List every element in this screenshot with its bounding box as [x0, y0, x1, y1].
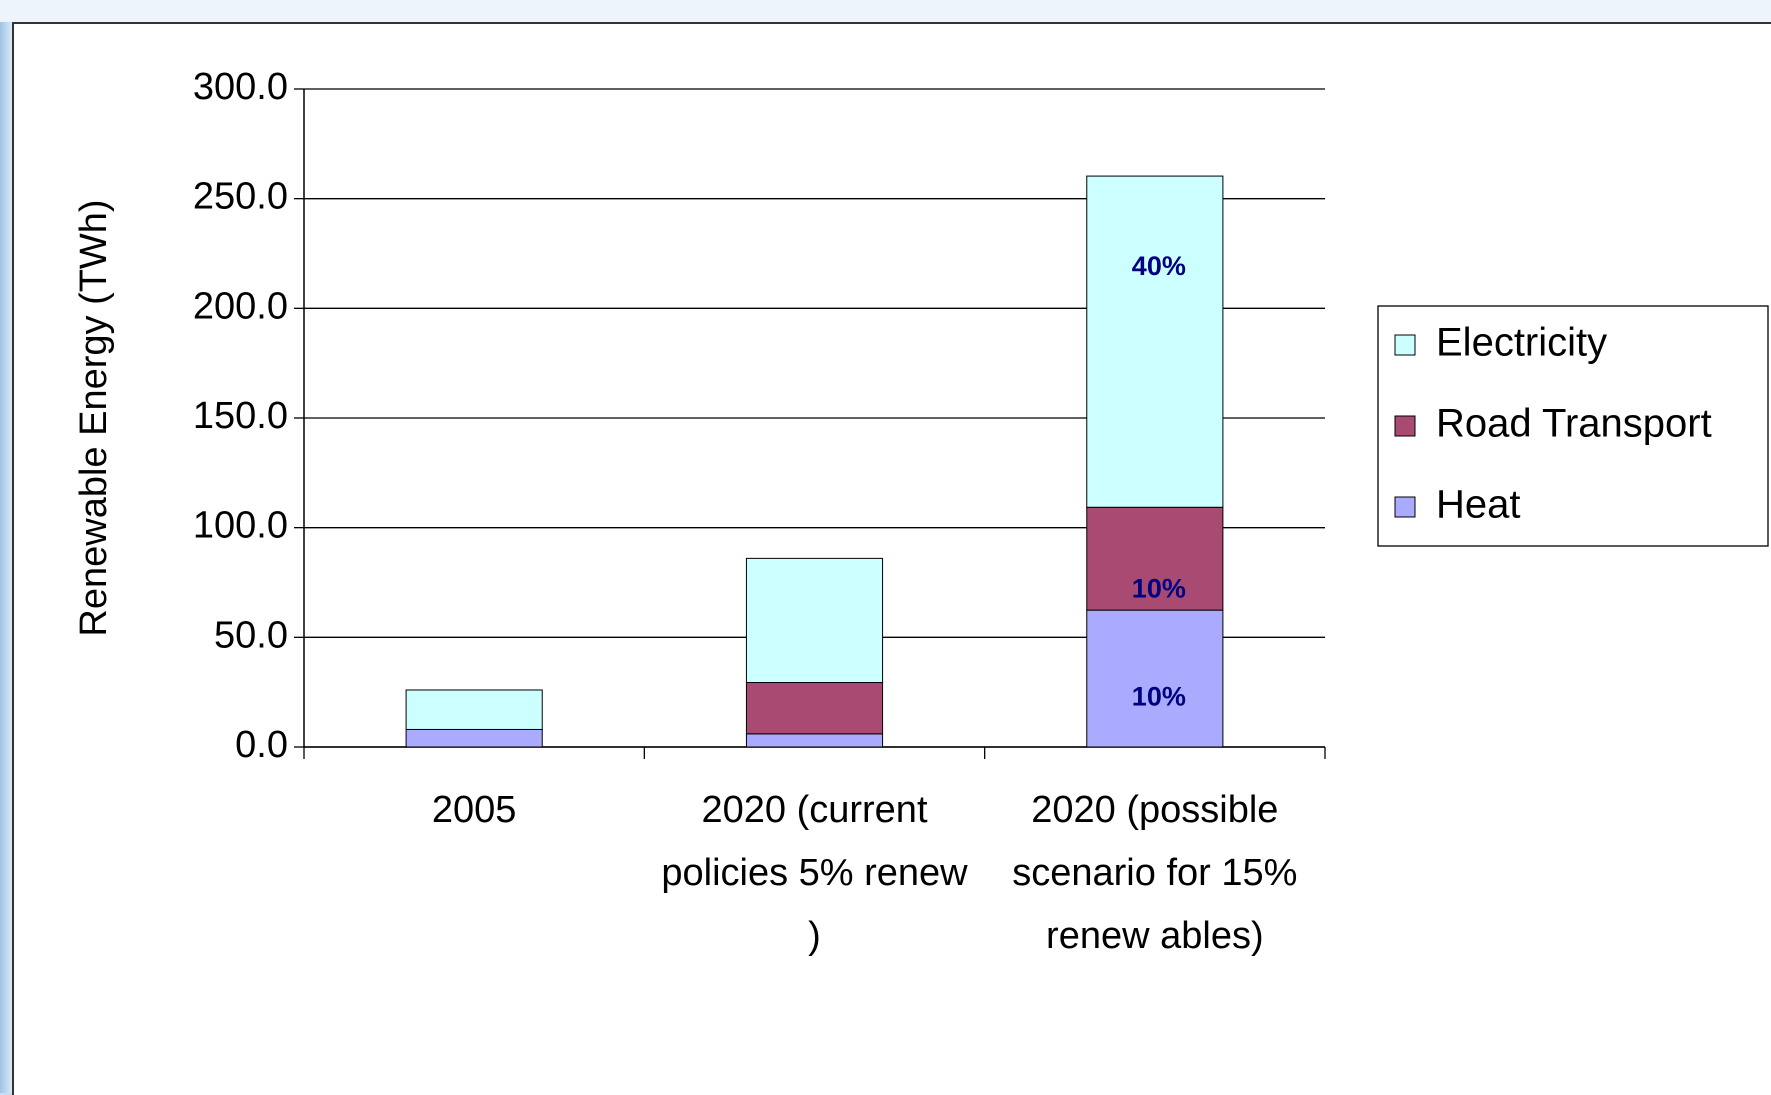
y-tick-label: 300.0 [193, 66, 288, 108]
legend-swatch [1394, 496, 1416, 518]
y-tick-label: 0.0 [235, 724, 288, 766]
x-tick-label: 2005 [431, 789, 517, 831]
y-axis-title: Renewable Energy (TWh) [73, 199, 115, 636]
y-tick-label: 100.0 [193, 505, 288, 547]
bar-segment [1086, 506, 1224, 611]
segment-label: 10% [1132, 573, 1186, 603]
legend-label: Heat [1436, 483, 1521, 527]
bar-segment [405, 689, 543, 730]
x-tick-label: 2020 (current policies 5% renew ) [661, 789, 968, 957]
segment-label: 10% [1132, 682, 1186, 712]
y-tick-label: 50.0 [214, 614, 288, 656]
x-tick-label: 2020 (possible scenario for 15% renew ab… [1012, 789, 1298, 957]
bar-segment [405, 728, 543, 748]
bar-segment [745, 557, 884, 684]
bar-segment [1086, 175, 1224, 508]
legend-swatch [1394, 334, 1416, 356]
bar-segment [1086, 609, 1224, 748]
y-tick-label: 250.0 [193, 176, 288, 218]
legend-label: Road Transport [1436, 402, 1712, 446]
bar-segment [745, 682, 884, 735]
segment-label: 40% [1132, 251, 1186, 281]
top-bar [0, 0, 1771, 22]
panel [12, 22, 1771, 1095]
y-tick-label: 200.0 [193, 285, 288, 327]
legend-label: Electricity [1436, 321, 1607, 365]
bar-segment [745, 733, 884, 748]
legend-box [1377, 305, 1769, 547]
legend-swatch [1394, 415, 1416, 437]
y-tick-label: 150.0 [193, 395, 288, 437]
